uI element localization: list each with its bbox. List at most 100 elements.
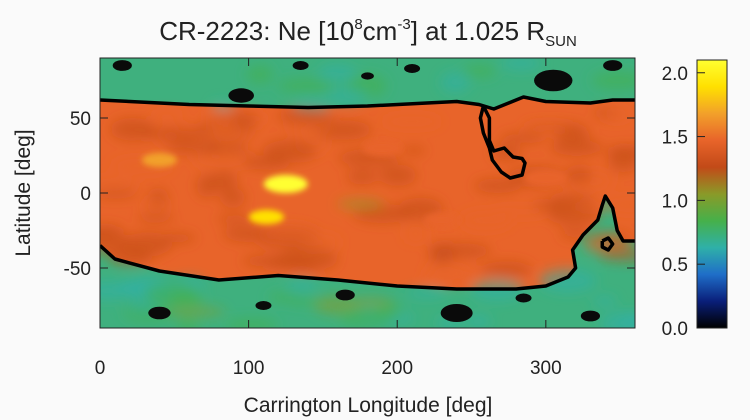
- texture-blob: [246, 65, 273, 84]
- texture-blob: [601, 107, 632, 121]
- texture-blob: [196, 174, 218, 198]
- title-mid2: ] at 1.025 R: [411, 16, 545, 46]
- texture-blob: [564, 167, 592, 183]
- texture-blob: [277, 107, 333, 125]
- texture-blob: [286, 279, 318, 292]
- texture-blob: [592, 296, 617, 307]
- chart-title: CR-2223: Ne [108cm-3] at 1.025 RSUN: [159, 16, 577, 50]
- hot-spot: [248, 209, 285, 225]
- texture-blob: [263, 140, 317, 163]
- texture-blob: [474, 178, 522, 193]
- texture-blob: [379, 164, 417, 186]
- heatmap-plot-area: [100, 58, 635, 328]
- texture-blob: [209, 123, 248, 146]
- x-axis-label: Carrington Longitude [deg]: [244, 394, 493, 417]
- texture-blob: [176, 317, 200, 328]
- title-exp1: 8: [354, 16, 362, 33]
- y-tick-label: 50: [70, 109, 91, 130]
- dark-spot: [603, 60, 623, 71]
- texture-blob: [424, 262, 477, 285]
- x-tick-label: 100: [233, 358, 265, 379]
- texture-blob: [161, 233, 196, 243]
- colorbar-tick-label: 1.5: [662, 128, 688, 149]
- y-tick-label: 0: [80, 184, 91, 205]
- colorbar: [696, 59, 728, 329]
- texture-blob: [143, 283, 200, 304]
- texture-blob: [539, 268, 597, 293]
- texture-blob: [465, 314, 492, 328]
- texture-blob: [192, 152, 254, 167]
- texture-blob: [352, 204, 413, 224]
- colorbar-tick-label: 1.0: [662, 191, 688, 212]
- colorbar-tick-label: 0.5: [662, 255, 688, 276]
- dark-spot: [148, 306, 171, 320]
- dark-spots: [112, 60, 623, 322]
- texture-blob: [300, 234, 341, 251]
- texture-blob: [382, 115, 442, 128]
- texture-blob: [162, 306, 226, 317]
- dark-spot: [335, 289, 355, 301]
- texture-blob: [406, 288, 448, 299]
- texture-blob: [260, 224, 317, 243]
- x-tick-label: 0: [95, 358, 106, 379]
- hot-spot: [141, 152, 178, 168]
- dark-spot: [255, 301, 272, 310]
- texture-blob: [459, 210, 512, 230]
- texture-blob: [137, 213, 175, 223]
- boundary-contours: [100, 95, 635, 291]
- y-axis: 50 0 -50: [64, 109, 635, 280]
- texture-blob: [403, 226, 428, 242]
- texture-blob: [500, 58, 542, 71]
- dark-spot: [228, 88, 254, 103]
- texture-blob: [140, 127, 203, 141]
- title-mid: cm: [363, 16, 398, 46]
- texture-blob: [461, 64, 497, 78]
- texture-blob: [599, 311, 635, 328]
- hot-spot: [424, 212, 460, 228]
- title-prefix: CR-2223: Ne [10: [159, 16, 354, 46]
- colorbar-tick-label: 2.0: [662, 64, 688, 85]
- contour-northern-loop: [478, 105, 527, 180]
- y-tick-label: -50: [64, 259, 91, 280]
- texture-blob: [550, 139, 603, 156]
- texture-blob: [347, 169, 378, 185]
- texture-blob: [100, 189, 138, 198]
- texture-blob: [100, 178, 140, 189]
- dark-spot: [361, 72, 374, 80]
- texture-blob: [216, 214, 252, 224]
- hot-spot: [263, 175, 308, 193]
- colorbar-tick-label: 0.0: [662, 319, 688, 340]
- contour-southern-loop: [600, 236, 615, 252]
- contour-southern-boundary: [100, 194, 635, 291]
- texture-blob: [440, 71, 470, 93]
- y-axis-label: Latitude [deg]: [12, 129, 35, 256]
- texture-blob: [100, 280, 129, 301]
- dark-spot: [112, 60, 132, 71]
- texture-blob: [211, 170, 238, 191]
- texture-blob: [143, 198, 167, 213]
- texture-blob: [318, 64, 357, 82]
- dark-spot: [515, 293, 532, 303]
- texture-blob: [325, 89, 368, 104]
- texture-blob: [481, 261, 533, 279]
- x-axis: 0 100 200 300: [95, 58, 562, 379]
- contour-northern-boundary: [100, 95, 635, 111]
- texture-blob: [151, 111, 183, 120]
- texture-blob: [430, 243, 454, 266]
- x-tick-label: 200: [381, 358, 413, 379]
- dark-spot: [440, 304, 473, 322]
- texture-blob: [225, 318, 278, 328]
- texture-blob: [277, 247, 338, 271]
- texture-blob: [499, 133, 546, 144]
- title-sub: SUN: [545, 33, 577, 50]
- dark-spot: [580, 310, 601, 322]
- dark-spot: [404, 64, 421, 73]
- texture-blob: [337, 199, 385, 209]
- texture-blob: [100, 229, 130, 254]
- texture-blob: [288, 297, 319, 306]
- title-exp2: -3: [397, 16, 410, 33]
- texture-blob: [277, 78, 336, 94]
- x-tick-label: 300: [530, 358, 562, 379]
- colorbar-ticks: 2.0 1.5 1.0 0.5 0.0: [662, 64, 705, 340]
